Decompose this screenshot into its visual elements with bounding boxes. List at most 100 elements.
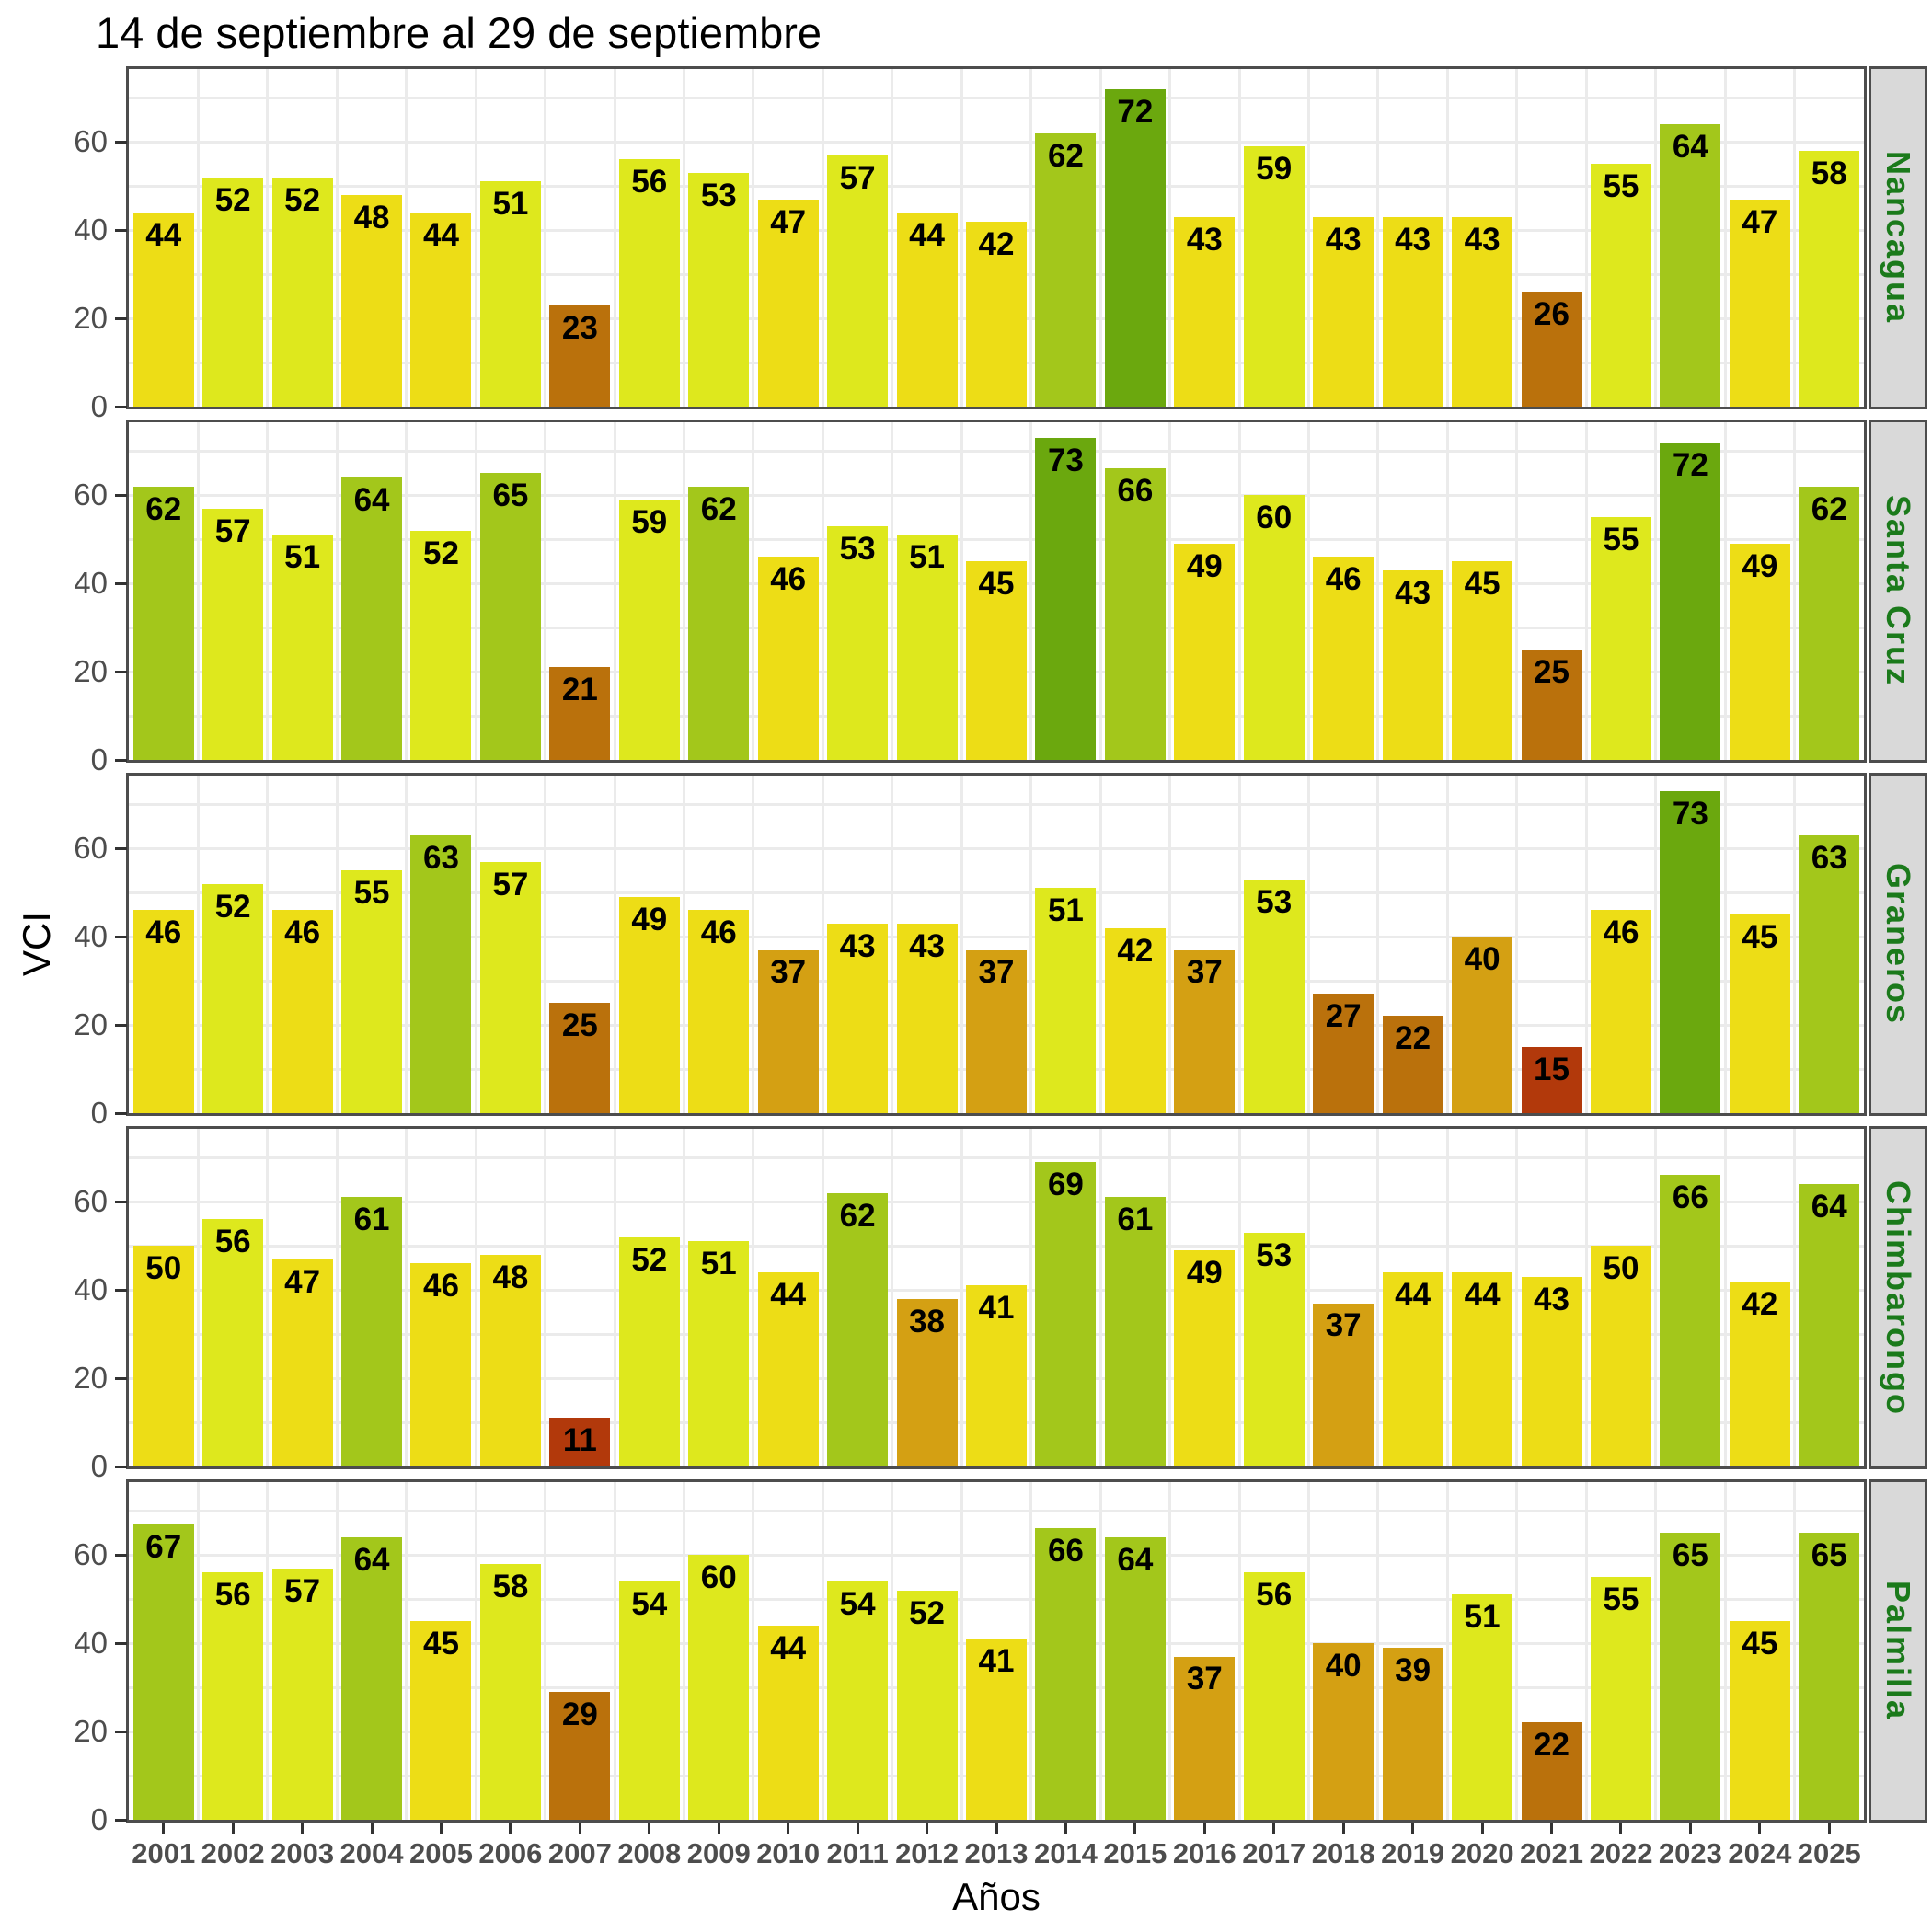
bar-santa-cruz-2001 — [132, 486, 194, 760]
y-tick-mark — [115, 670, 127, 673]
bar-palmilla-2022 — [1590, 1577, 1651, 1820]
bar-value-label: 73 — [1672, 795, 1708, 832]
gridline-vertical — [683, 422, 686, 760]
y-tick-label: 20 — [74, 1007, 108, 1042]
bar-value-label: 48 — [353, 199, 390, 236]
gridline-vertical — [1237, 1129, 1241, 1466]
x-tick-mark — [856, 1823, 859, 1834]
y-tick-mark — [115, 228, 127, 232]
gridline-horizontal — [129, 802, 1864, 806]
gridline-vertical — [1515, 69, 1519, 407]
x-tick-mark — [509, 1823, 512, 1834]
bar-palmilla-2005 — [410, 1621, 472, 1820]
bar-nancagua-2025 — [1799, 150, 1860, 407]
bar-nancagua-2017 — [1243, 145, 1305, 407]
y-tick-label: 40 — [74, 213, 108, 247]
gridline-vertical — [1515, 1129, 1519, 1466]
bar-value-label: 63 — [1811, 839, 1847, 876]
bar-chimbarongo-2025 — [1799, 1183, 1860, 1466]
bar-value-label: 65 — [1672, 1537, 1708, 1574]
bar-value-label: 61 — [1117, 1202, 1154, 1238]
gridline-vertical — [1584, 776, 1588, 1113]
x-tick-mark — [1619, 1823, 1623, 1834]
facet-strip-label: Chimbarongo — [1880, 1179, 1917, 1416]
gridline-vertical — [1237, 422, 1241, 760]
bar-value-label: 43 — [1325, 221, 1362, 258]
gridline-vertical — [196, 1129, 200, 1466]
x-tick-mark — [1480, 1823, 1484, 1834]
bar-palmilla-2002 — [202, 1572, 264, 1820]
bar-graneros-2018 — [1313, 994, 1374, 1113]
gridline-vertical — [1376, 1129, 1380, 1466]
gridline-vertical — [1515, 1482, 1519, 1820]
bar-value-label: 56 — [1256, 1577, 1293, 1614]
gridline-vertical — [1584, 69, 1588, 407]
y-tick-label: 20 — [74, 301, 108, 336]
gridline-vertical — [1098, 69, 1102, 407]
bar-graneros-2011 — [827, 923, 889, 1113]
bar-graneros-2023 — [1660, 790, 1721, 1113]
gridline-horizontal — [129, 493, 1864, 497]
gridline-vertical — [821, 776, 824, 1113]
gridline-vertical — [1168, 422, 1172, 760]
facet-strip-chimbarongo: Chimbarongo — [1869, 1126, 1927, 1469]
bar-palmilla-2006 — [479, 1563, 541, 1820]
y-tick-label: 60 — [74, 477, 108, 512]
y-tick-mark — [115, 1553, 127, 1557]
bar-chimbarongo-2013 — [966, 1285, 1027, 1466]
gridline-vertical — [960, 1482, 963, 1820]
bar-chimbarongo-2001 — [132, 1246, 194, 1466]
y-tick-mark — [115, 1818, 127, 1822]
y-tick-mark — [115, 935, 127, 938]
bar-value-label: 56 — [214, 1224, 251, 1260]
bar-value-label: 55 — [1603, 168, 1639, 205]
gridline-vertical — [891, 69, 894, 407]
bar-value-label: 55 — [1603, 1581, 1639, 1618]
bar-value-label: 59 — [631, 503, 668, 540]
bar-nancagua-2022 — [1590, 164, 1651, 407]
gridline-horizontal — [129, 1553, 1864, 1557]
gridline-horizontal — [129, 1509, 1864, 1512]
x-tick-mark — [1758, 1823, 1762, 1834]
bar-chimbarongo-2003 — [271, 1259, 333, 1466]
bar-graneros-2006 — [479, 861, 541, 1113]
gridline-vertical — [266, 69, 270, 407]
y-tick-mark — [115, 140, 127, 144]
bar-palmilla-2004 — [341, 1536, 403, 1820]
bar-value-label: 37 — [978, 954, 1015, 991]
bar-nancagua-2015 — [1104, 88, 1166, 407]
x-tick-mark — [1272, 1823, 1276, 1834]
y-tick-label: 0 — [90, 1802, 108, 1836]
bar-nancagua-2009 — [688, 172, 750, 407]
bar-santa-cruz-2013 — [966, 561, 1027, 760]
bar-santa-cruz-2004 — [341, 477, 403, 760]
bar-value-label: 43 — [1464, 221, 1501, 258]
bar-chimbarongo-2008 — [618, 1236, 680, 1466]
bar-nancagua-2002 — [202, 177, 264, 407]
y-tick-mark — [115, 1641, 127, 1645]
bar-value-label: 46 — [1325, 561, 1362, 598]
bar-value-label: 57 — [214, 512, 251, 549]
bar-value-label: 43 — [909, 927, 946, 964]
bar-value-label: 57 — [284, 1572, 321, 1609]
y-tick-label: 20 — [74, 1714, 108, 1749]
y-tick-mark — [115, 493, 127, 497]
gridline-horizontal — [129, 1156, 1864, 1159]
gridline-vertical — [405, 422, 408, 760]
gridline-vertical — [1723, 1129, 1727, 1466]
gridline-vertical — [1793, 422, 1797, 760]
y-tick-mark — [115, 846, 127, 850]
y-tick-label: 20 — [74, 654, 108, 689]
bar-value-label: 45 — [978, 566, 1015, 603]
facet-strip-palmilla: Palmilla — [1869, 1479, 1927, 1823]
gridline-vertical — [196, 1482, 200, 1820]
y-tick-mark — [115, 1730, 127, 1733]
bar-chimbarongo-2007 — [549, 1418, 611, 1466]
bar-graneros-2020 — [1452, 937, 1513, 1113]
bar-value-label: 63 — [423, 839, 459, 876]
bar-value-label: 69 — [1047, 1166, 1084, 1202]
bar-graneros-2003 — [271, 910, 333, 1113]
bar-value-label: 48 — [492, 1259, 529, 1295]
bar-graneros-2016 — [1174, 949, 1236, 1113]
bar-palmilla-2024 — [1729, 1621, 1790, 1820]
